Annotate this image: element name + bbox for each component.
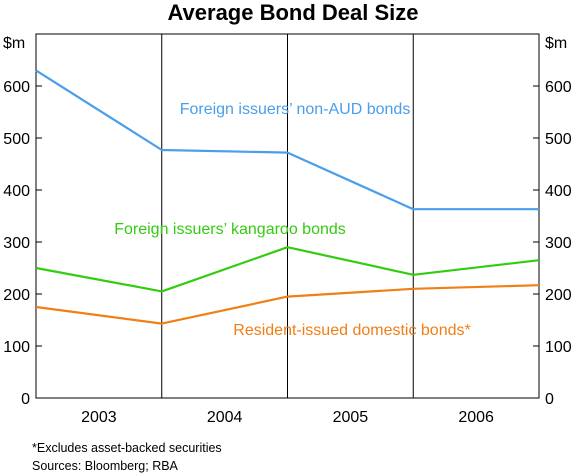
series-label-3: Resident-issued domestic bonds* [233, 322, 470, 339]
footnote: *Excludes asset-backed securities [32, 441, 222, 455]
y-tick-label-left: 600 [3, 79, 30, 96]
y-tick-label-left: 100 [3, 339, 30, 356]
y-tick-label-right: 400 [545, 183, 572, 200]
series-lines [35, 69, 540, 325]
y-tick-label-right: 200 [545, 287, 572, 304]
series-line-3 [35, 284, 540, 325]
y-tick-label-left: 500 [3, 131, 30, 148]
y-tick-label-right: 500 [545, 131, 572, 148]
y-axis-label-right: $m [545, 35, 567, 52]
x-tick-label: 2006 [458, 409, 494, 426]
series-label-2: Foreign issuers’ kangaroo bonds [114, 221, 346, 238]
series-label-1: Foreign issuers’ non-AUD bonds [180, 101, 411, 118]
x-tick-label: 2005 [333, 409, 369, 426]
series-line-1 [35, 69, 539, 211]
notes: *Excludes asset-backed securities Source… [32, 439, 222, 475]
y-tick-label-left: 0 [21, 391, 30, 408]
sources-note: Sources: Bloomberg; RBA [32, 459, 178, 473]
ticks: 0 0 100 100 200 200 300 300 400 400 500 500 600 600 20… [3, 79, 572, 426]
y-tick-label-right: 0 [545, 391, 554, 408]
chart: Average Bond Deal Size $m $m 0 0 100 100 200… [3, 0, 572, 426]
y-tick-label-right: 300 [545, 235, 572, 252]
x-tick-label: 2003 [81, 409, 117, 426]
y-tick-label-right: 600 [545, 79, 572, 96]
y-tick-label-left: 200 [3, 287, 30, 304]
y-axis-label-left: $m [3, 35, 25, 52]
series-line-2 [35, 246, 540, 293]
series-labels: Foreign issuers’ non-AUD bonds Foreign is… [114, 101, 471, 339]
chart-title: Average Bond Deal Size [167, 0, 418, 25]
x-tick-label: 2004 [207, 409, 243, 426]
grid [161, 34, 414, 398]
y-tick-label-right: 100 [545, 339, 572, 356]
y-tick-label-left: 400 [3, 183, 30, 200]
y-tick-label-left: 300 [3, 235, 30, 252]
